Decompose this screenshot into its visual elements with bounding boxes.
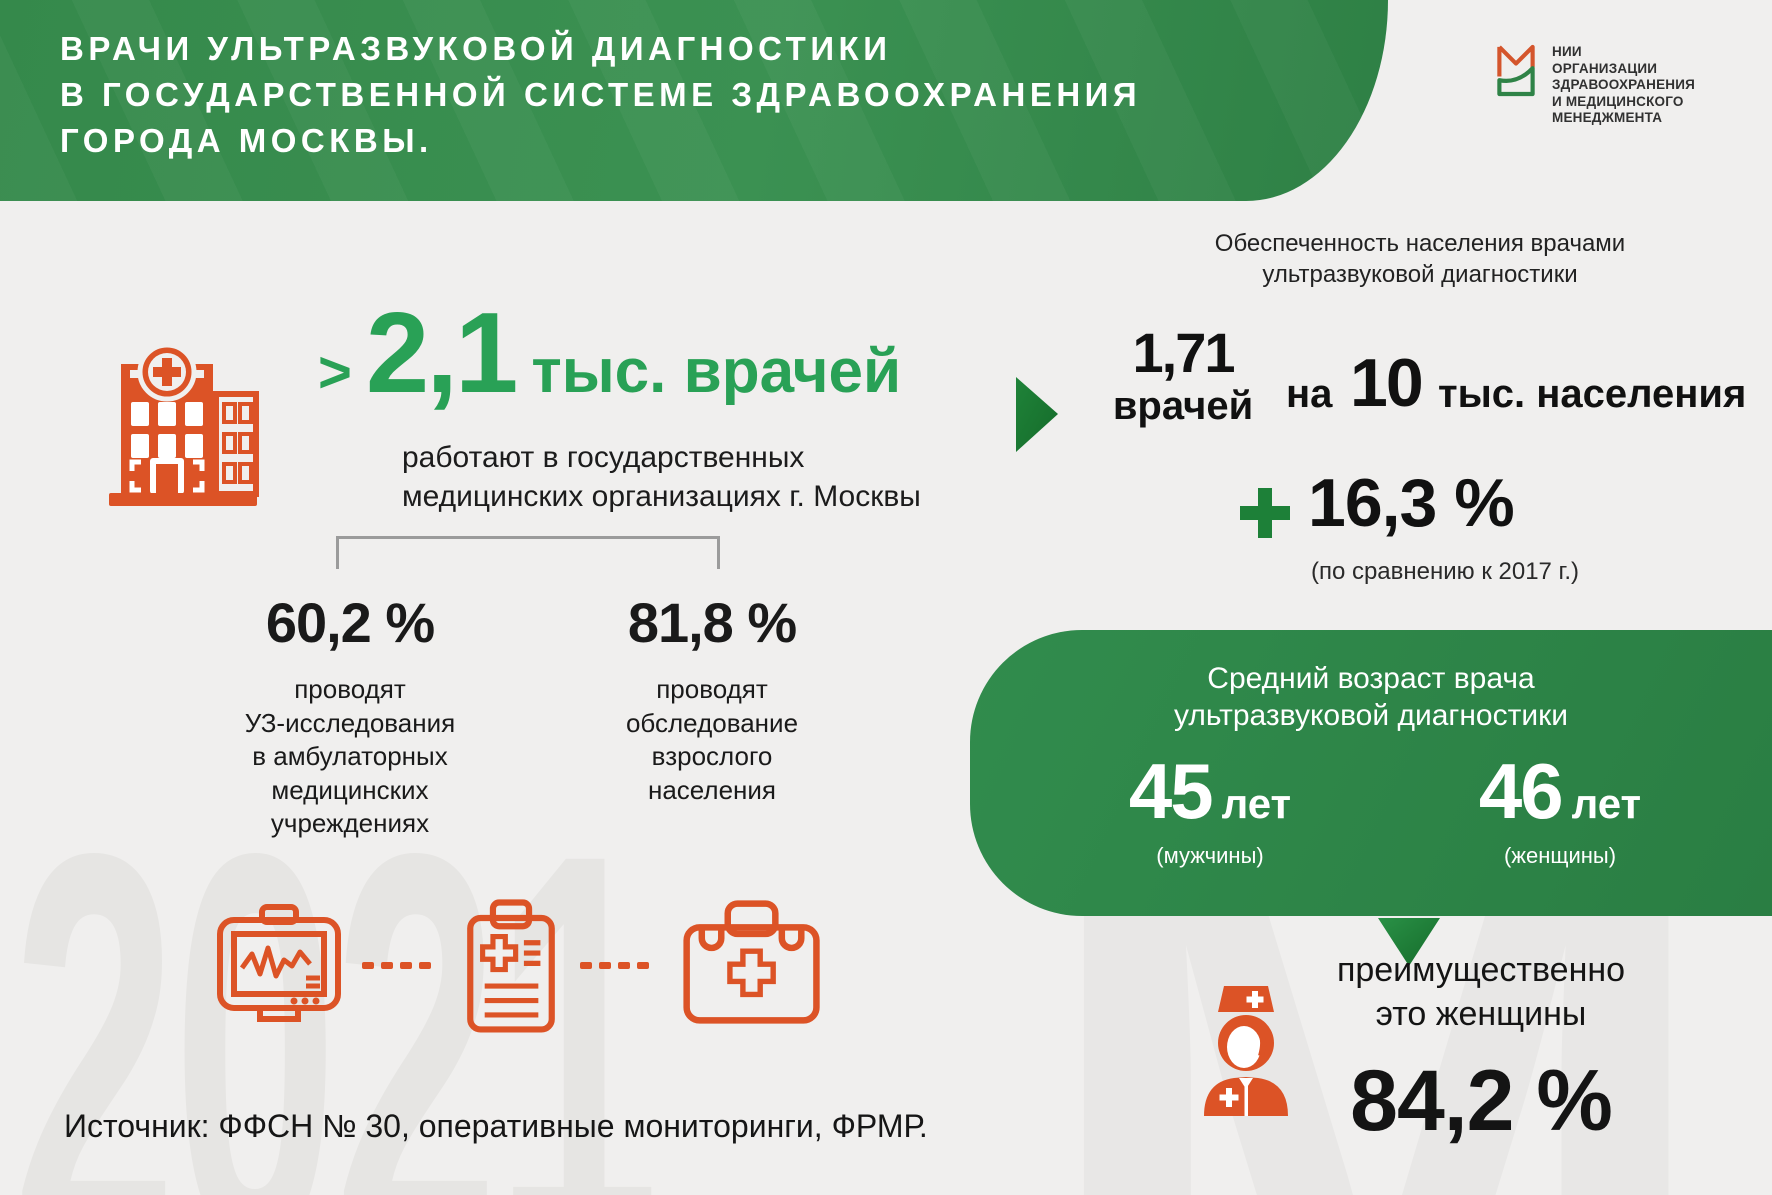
logo-line: И МЕДИЦИНСКОГО [1552, 93, 1684, 109]
main-stat-desc-line2: медицинских организациях г. Москвы [402, 480, 921, 513]
clipboard-icon [467, 899, 555, 1033]
ratio-label: врачей [1112, 384, 1254, 428]
share-line: УЗ-исследования [244, 707, 456, 738]
main-stat: >2,1 тыс. врачей [318, 288, 901, 419]
header-banner [0, 0, 1388, 201]
age-female-value: 46 [1478, 747, 1564, 835]
main-stat-desc-line1: работают в государственных [402, 441, 805, 474]
dotted-connector [580, 962, 649, 969]
medical-bag-icon [683, 900, 820, 1024]
share-outpatient-value: 60,2 % [265, 591, 435, 654]
average-age-box: Средний возраст врача ультразвуковой диа… [970, 630, 1772, 916]
source-note: Источник: ФФСН № 30, оперативные монитор… [64, 1108, 928, 1144]
share-line: населения [647, 774, 776, 805]
ratio-value: 1,71 [1132, 321, 1236, 384]
institute-logo-text: НИИ ОРГАНИЗАЦИИ ЗДРАВООХРАНЕНИЯ И МЕДИЦИ… [1552, 40, 1695, 127]
growth-value: 16,3 % [1308, 465, 1515, 541]
provision-title: Обеспеченность населения врачами ультраз… [1040, 228, 1772, 290]
share-line: взрослого [651, 741, 773, 771]
gender-block: преимущественно это женщины 84,2 % [1296, 948, 1666, 1151]
share-line: медицинских [271, 774, 429, 805]
share-adults-value: 81,8 % [627, 591, 797, 654]
age-male-label: (мужчины) [1156, 843, 1264, 868]
share-line: в амбулаторных [252, 741, 448, 771]
plus-icon [1240, 488, 1290, 538]
per-unit: тыс. населения [1438, 372, 1747, 416]
per-word: на [1286, 372, 1333, 416]
age-female: 46 лет (женщины) [1440, 746, 1680, 869]
logo-line: ОРГАНИЗАЦИИ [1552, 60, 1658, 76]
greater-than-sign: > [318, 340, 352, 405]
arrow-right-icon [1016, 377, 1058, 452]
age-male: 45 лет (мужчины) [1090, 746, 1330, 869]
growth-note: (по сравнению к 2017 г.) [1310, 558, 1580, 585]
page-title-line1: ВРАЧИ УЛЬТРАЗВУКОВОЙ ДИАГНОСТИКИ [60, 30, 892, 67]
age-female-label: (женщины) [1503, 843, 1617, 868]
gender-line1: преимущественно [1336, 951, 1626, 989]
age-box-title-line2: ультразвуковой диагностики [1174, 699, 1568, 732]
page-title-line2: В ГОСУДАРСТВЕННОЙ СИСТЕМЕ ЗДРАВООХРАНЕНИ… [60, 76, 1142, 113]
age-male-value: 45 [1128, 747, 1214, 835]
provision-title-line2: ультразвуковой диагностики [1262, 261, 1578, 288]
age-female-value-line: 46 лет [1440, 746, 1680, 837]
logo-line: ЗДРАВООХРАНЕНИЯ [1552, 77, 1696, 92]
provision-title-line1: Обеспеченность населения врачами [1214, 230, 1626, 257]
dotted-connector [362, 962, 431, 969]
share-outpatient: 60,2 % проводят УЗ-исследования в амбула… [222, 590, 478, 841]
share-line: обследование [625, 707, 799, 738]
share-adults: 81,8 % проводят обследование взрослого н… [582, 590, 842, 807]
nurse-icon [1204, 986, 1288, 1116]
age-box-title-line1: Средний возраст врача [1207, 662, 1535, 695]
logo-line: НИИ [1552, 44, 1582, 59]
institute-logo-icon [1497, 44, 1535, 97]
share-line: проводят [656, 674, 768, 704]
share-adults-description: проводят обследование взрослого населени… [582, 673, 842, 807]
age-box-title: Средний возраст врача ультразвуковой диа… [970, 660, 1772, 734]
logo-line: МЕНЕДЖМЕНТА [1552, 110, 1663, 125]
gender-value: 84,2 % [1350, 1053, 1613, 1149]
institute-logo: НИИ ОРГАНИЗАЦИИ ЗДРАВООХРАНЕНИЯ И МЕДИЦИ… [1492, 40, 1695, 127]
hospital-icon [109, 342, 259, 506]
arrow-down-icon [1378, 918, 1440, 966]
main-stat-description: работают в государственных медицинских о… [402, 438, 921, 516]
share-line: учреждениях [270, 808, 430, 838]
age-male-unit: лет [1221, 780, 1292, 827]
per-value: 10 [1350, 345, 1424, 421]
main-stat-unit: тыс. врачей [531, 337, 902, 406]
gender-line2: это женщины [1375, 995, 1587, 1033]
age-male-value-line: 45 лет [1090, 746, 1330, 837]
age-female-unit: лет [1571, 780, 1642, 827]
bracket-connector [336, 536, 720, 569]
share-line: проводят [294, 674, 406, 704]
provision-ratio: 1,71 врачей [1098, 324, 1268, 430]
page-title-line3: ГОРОДА МОСКВЫ. [60, 122, 433, 159]
ecg-monitor-icon [217, 904, 341, 1022]
main-stat-value: 2,1 [365, 290, 518, 417]
share-outpatient-description: проводят УЗ-исследования в амбулаторных … [222, 673, 478, 841]
page-title: ВРАЧИ УЛЬТРАЗВУКОВОЙ ДИАГНОСТИКИ В ГОСУД… [60, 26, 1141, 164]
